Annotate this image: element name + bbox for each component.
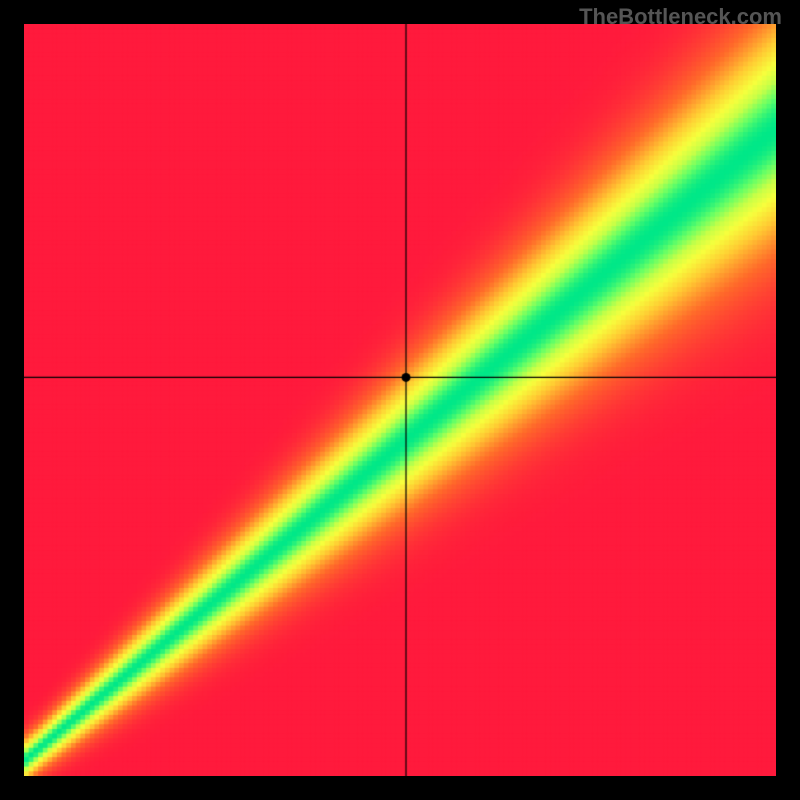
watermark-text: TheBottleneck.com [579, 4, 782, 30]
bottleneck-heatmap [24, 24, 776, 776]
chart-container: TheBottleneck.com [0, 0, 800, 800]
